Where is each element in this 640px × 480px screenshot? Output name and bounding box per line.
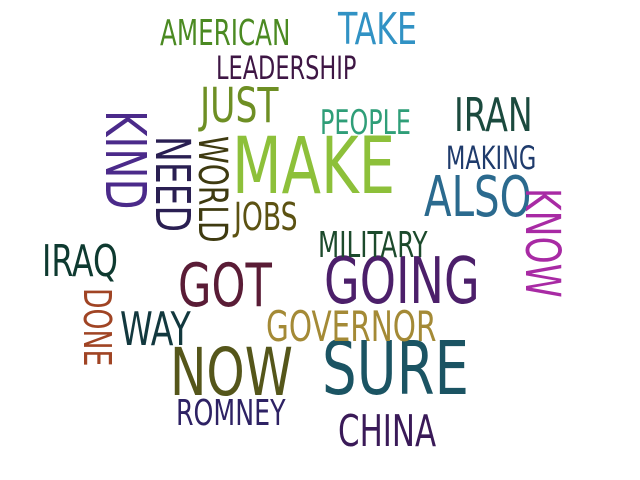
word-sure: SURE: [322, 326, 470, 412]
word-governor: GOVERNOR: [266, 302, 437, 351]
word-way: WAY: [120, 302, 191, 356]
word-got: GOT: [178, 251, 272, 321]
word-just: JUST: [200, 78, 279, 134]
word-take: TAKE: [338, 4, 418, 55]
word-military: MILITARY: [318, 225, 428, 266]
word-also: ALSO: [424, 165, 532, 230]
word-now: NOW: [170, 334, 293, 411]
word-world: WORLD: [189, 136, 235, 243]
word-make: MAKE: [232, 122, 396, 212]
word-jobs: JOBS: [234, 195, 298, 239]
word-china: CHINA: [338, 406, 437, 457]
word-going: GOING: [324, 245, 480, 319]
word-american: AMERICAN: [160, 13, 291, 54]
word-romney: ROMNEY: [176, 393, 286, 434]
word-done: DONE: [75, 288, 119, 367]
word-leadership: LEADERSHIP: [216, 49, 357, 87]
word-making: MAKING: [446, 139, 537, 177]
word-iran: IRAN: [454, 88, 533, 142]
word-people: PEOPLE: [320, 103, 411, 143]
word-iraq: IRAQ: [42, 236, 118, 287]
word-know: KNOW: [514, 188, 570, 298]
